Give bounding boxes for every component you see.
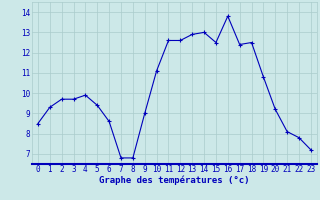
- X-axis label: Graphe des températures (°c): Graphe des températures (°c): [99, 176, 250, 185]
